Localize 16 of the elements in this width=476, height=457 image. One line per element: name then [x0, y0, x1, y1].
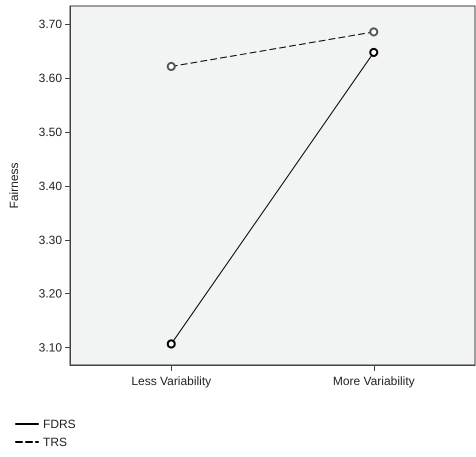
- point: [166, 339, 176, 348]
- y-tick-label: 3.20: [38, 286, 62, 301]
- y-axis-title: Fairness: [7, 162, 21, 209]
- point: [369, 48, 378, 57]
- point: [369, 27, 378, 36]
- y-tick-label: 3.40: [38, 178, 62, 193]
- y-tick-label: 3.10: [38, 340, 62, 355]
- x-tick-label: Less Variability: [131, 374, 212, 388]
- legend-label: FDRS: [43, 417, 76, 431]
- y-tick-label: 3.50: [38, 124, 62, 139]
- legend-label: TRS: [43, 435, 67, 449]
- y-tick-label: 3.60: [38, 70, 62, 85]
- x-tick-label: More Variability: [332, 374, 415, 388]
- y-tick-label: 3.70: [38, 16, 62, 31]
- point: [166, 62, 176, 71]
- y-tick-label: 3.30: [38, 232, 62, 247]
